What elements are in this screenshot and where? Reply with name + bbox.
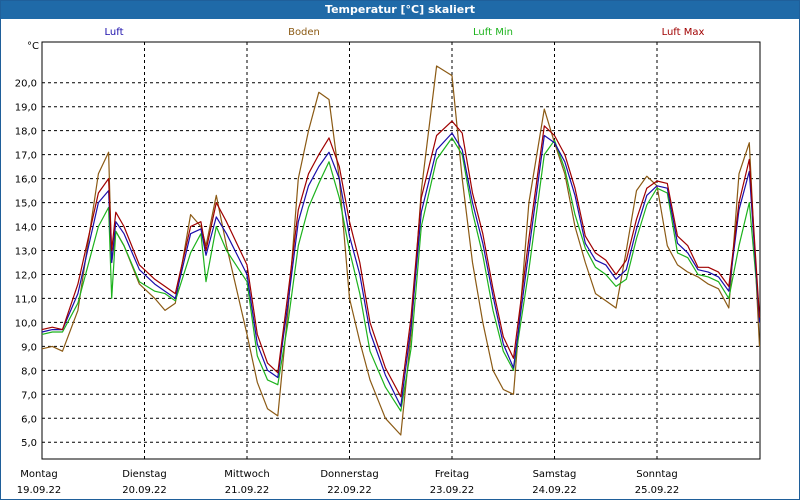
day-date-label: 23.09.22: [430, 485, 475, 496]
day-name-label: Freitag: [435, 469, 469, 480]
legend-luft: Luft: [105, 27, 124, 38]
day-name-label: Sonntag: [636, 469, 678, 480]
y-tick-label: 8,0: [21, 366, 37, 377]
y-tick-label: 20,0: [15, 79, 37, 90]
y-tick-label: 15,0: [15, 199, 37, 210]
day-name-label: Mittwoch: [224, 469, 269, 480]
y-tick-label: 12,0: [15, 270, 37, 281]
y-tick-label: 19,0: [15, 103, 37, 114]
series-line-boden: [41, 65, 761, 436]
day-name-label: Donnerstag: [320, 469, 378, 480]
y-tick-label: 7,0: [21, 390, 37, 401]
day-date-label: 25.09.22: [635, 485, 680, 496]
y-tick-label: 10,0: [15, 318, 37, 329]
y-tick-label: 11,0: [15, 294, 37, 305]
day-name-label: Montag: [20, 469, 57, 480]
series-line-luft-min: [41, 137, 761, 412]
window-title: Temperatur [°C] skaliert: [1, 1, 799, 19]
y-axis-unit: °C: [27, 41, 39, 52]
series-lines: [41, 65, 761, 436]
y-tick-label: 18,0: [15, 127, 37, 138]
day-name-label: Samstag: [533, 469, 577, 480]
day-name-label: Dienstag: [122, 469, 167, 480]
legend-boden: Boden: [288, 27, 320, 38]
y-tick-label: 13,0: [15, 247, 37, 258]
legend-luft-max: Luft Max: [662, 27, 705, 38]
day-date-label: 24.09.22: [532, 485, 577, 496]
y-axis-ticks: 5,0 6,0 7,0 8,0 9,0 10,0 11,0 12,0 13,0 14,0 15,0 1…: [15, 79, 37, 449]
legend: Luft Boden Luft Min Luft Max: [105, 27, 705, 38]
day-date-label: 19.09.22: [17, 485, 62, 496]
series-line-luft-max: [41, 120, 761, 398]
y-tick-label: 17,0: [15, 151, 37, 162]
day-date-label: 21.09.22: [225, 485, 270, 496]
day-date-label: 20.09.22: [122, 485, 167, 496]
legend-luft-min: Luft Min: [473, 27, 513, 38]
y-tick-label: 16,0: [15, 175, 37, 186]
y-tick-label: 9,0: [21, 342, 37, 353]
day-date-label: 22.09.22: [327, 485, 372, 496]
y-tick-label: 5,0: [21, 438, 37, 449]
y-tick-label: 6,0: [21, 414, 37, 425]
y-tick-label: 14,0: [15, 223, 37, 234]
series-line-luft: [41, 132, 761, 407]
x-axis-day-labels: Montag 19.09.22 Dienstag 20.09.22 Mittwoch 21…: [17, 469, 680, 496]
